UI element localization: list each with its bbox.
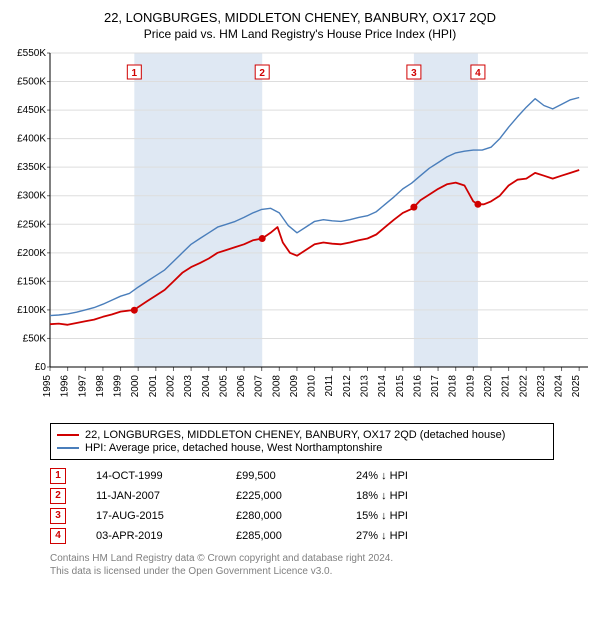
svg-text:£100K: £100K: [17, 305, 46, 316]
legend-label: HPI: Average price, detached house, West…: [85, 442, 382, 454]
svg-text:2025: 2025: [571, 375, 582, 398]
sale-price: £99,500: [236, 470, 326, 482]
chart-title: 22, LONGBURGES, MIDDLETON CHENEY, BANBUR…: [8, 10, 592, 25]
svg-text:£0: £0: [35, 362, 47, 373]
legend-swatch: [57, 434, 79, 436]
svg-text:2019: 2019: [465, 375, 476, 398]
svg-text:2013: 2013: [360, 375, 371, 398]
svg-text:1997: 1997: [77, 375, 88, 398]
svg-text:2007: 2007: [254, 375, 265, 398]
svg-text:2: 2: [259, 68, 265, 79]
sale-date: 14-OCT-1999: [96, 470, 206, 482]
svg-text:1: 1: [132, 68, 138, 79]
svg-text:£350K: £350K: [17, 162, 46, 173]
svg-text:2016: 2016: [412, 375, 423, 398]
svg-text:£50K: £50K: [23, 333, 47, 344]
sale-price: £280,000: [236, 510, 326, 522]
legend-swatch: [57, 447, 79, 449]
sales-row: 3 17-AUG-2015 £280,000 15% ↓ HPI: [50, 508, 592, 524]
sale-date: 11-JAN-2007: [96, 490, 206, 502]
svg-text:2024: 2024: [554, 375, 565, 398]
svg-text:2023: 2023: [536, 375, 547, 398]
sales-row: 2 11-JAN-2007 £225,000 18% ↓ HPI: [50, 488, 592, 504]
svg-text:2008: 2008: [271, 375, 282, 398]
sale-marker: 4: [50, 528, 66, 544]
svg-text:2000: 2000: [130, 375, 141, 398]
footer-line1: Contains HM Land Registry data © Crown c…: [50, 552, 592, 565]
svg-text:£500K: £500K: [17, 77, 46, 88]
sale-delta: 24% ↓ HPI: [356, 470, 436, 482]
svg-text:2002: 2002: [165, 375, 176, 398]
sale-marker: 2: [50, 488, 66, 504]
svg-text:2010: 2010: [307, 375, 318, 398]
svg-text:£400K: £400K: [17, 134, 46, 145]
svg-text:1995: 1995: [42, 375, 53, 398]
svg-text:2006: 2006: [236, 375, 247, 398]
svg-text:2018: 2018: [448, 375, 459, 398]
footer-attribution: Contains HM Land Registry data © Crown c…: [50, 552, 592, 578]
chart-container: 22, LONGBURGES, MIDDLETON CHENEY, BANBUR…: [0, 0, 600, 586]
sale-date: 17-AUG-2015: [96, 510, 206, 522]
svg-text:2004: 2004: [201, 375, 212, 398]
legend-label: 22, LONGBURGES, MIDDLETON CHENEY, BANBUR…: [85, 429, 505, 441]
svg-text:2021: 2021: [501, 375, 512, 398]
svg-text:1999: 1999: [113, 375, 124, 398]
legend-item: HPI: Average price, detached house, West…: [57, 442, 547, 454]
svg-text:2009: 2009: [289, 375, 300, 398]
svg-text:1998: 1998: [95, 375, 106, 398]
svg-text:2005: 2005: [218, 375, 229, 398]
svg-text:2003: 2003: [183, 375, 194, 398]
line-chart-svg: £0 £50K £100K £150K £200K £250K £300K £350K £400…: [8, 47, 592, 417]
chart-subtitle: Price paid vs. HM Land Registry's House …: [8, 27, 592, 41]
legend: 22, LONGBURGES, MIDDLETON CHENEY, BANBUR…: [50, 423, 554, 460]
sale-marker: 3: [50, 508, 66, 524]
sale-price: £285,000: [236, 530, 326, 542]
footer-line2: This data is licensed under the Open Gov…: [50, 565, 592, 578]
svg-text:3: 3: [411, 68, 417, 79]
svg-text:2001: 2001: [148, 375, 159, 398]
svg-text:1996: 1996: [60, 375, 71, 398]
svg-text:2020: 2020: [483, 375, 494, 398]
sales-table: 1 14-OCT-1999 £99,500 24% ↓ HPI 2 11-JAN-2007…: [50, 468, 592, 544]
svg-text:£150K: £150K: [17, 276, 46, 287]
svg-text:2014: 2014: [377, 375, 388, 398]
legend-item: 22, LONGBURGES, MIDDLETON CHENEY, BANBUR…: [57, 429, 547, 441]
sales-row: 1 14-OCT-1999 £99,500 24% ↓ HPI: [50, 468, 592, 484]
sale-marker: 1: [50, 468, 66, 484]
sales-row: 4 03-APR-2019 £285,000 27% ↓ HPI: [50, 528, 592, 544]
svg-text:£300K: £300K: [17, 191, 46, 202]
sale-delta: 15% ↓ HPI: [356, 510, 436, 522]
sale-delta: 18% ↓ HPI: [356, 490, 436, 502]
sale-price: £225,000: [236, 490, 326, 502]
svg-text:£200K: £200K: [17, 248, 46, 259]
svg-text:4: 4: [475, 68, 481, 79]
svg-text:2012: 2012: [342, 375, 353, 398]
svg-text:£450K: £450K: [17, 105, 46, 116]
svg-text:£250K: £250K: [17, 219, 46, 230]
svg-text:2015: 2015: [395, 375, 406, 398]
svg-text:2017: 2017: [430, 375, 441, 398]
sale-delta: 27% ↓ HPI: [356, 530, 436, 542]
chart-plot: £0 £50K £100K £150K £200K £250K £300K £350K £400…: [8, 47, 592, 417]
svg-text:£550K: £550K: [17, 48, 46, 59]
svg-text:2022: 2022: [518, 375, 529, 398]
sale-date: 03-APR-2019: [96, 530, 206, 542]
svg-text:2011: 2011: [324, 375, 335, 397]
